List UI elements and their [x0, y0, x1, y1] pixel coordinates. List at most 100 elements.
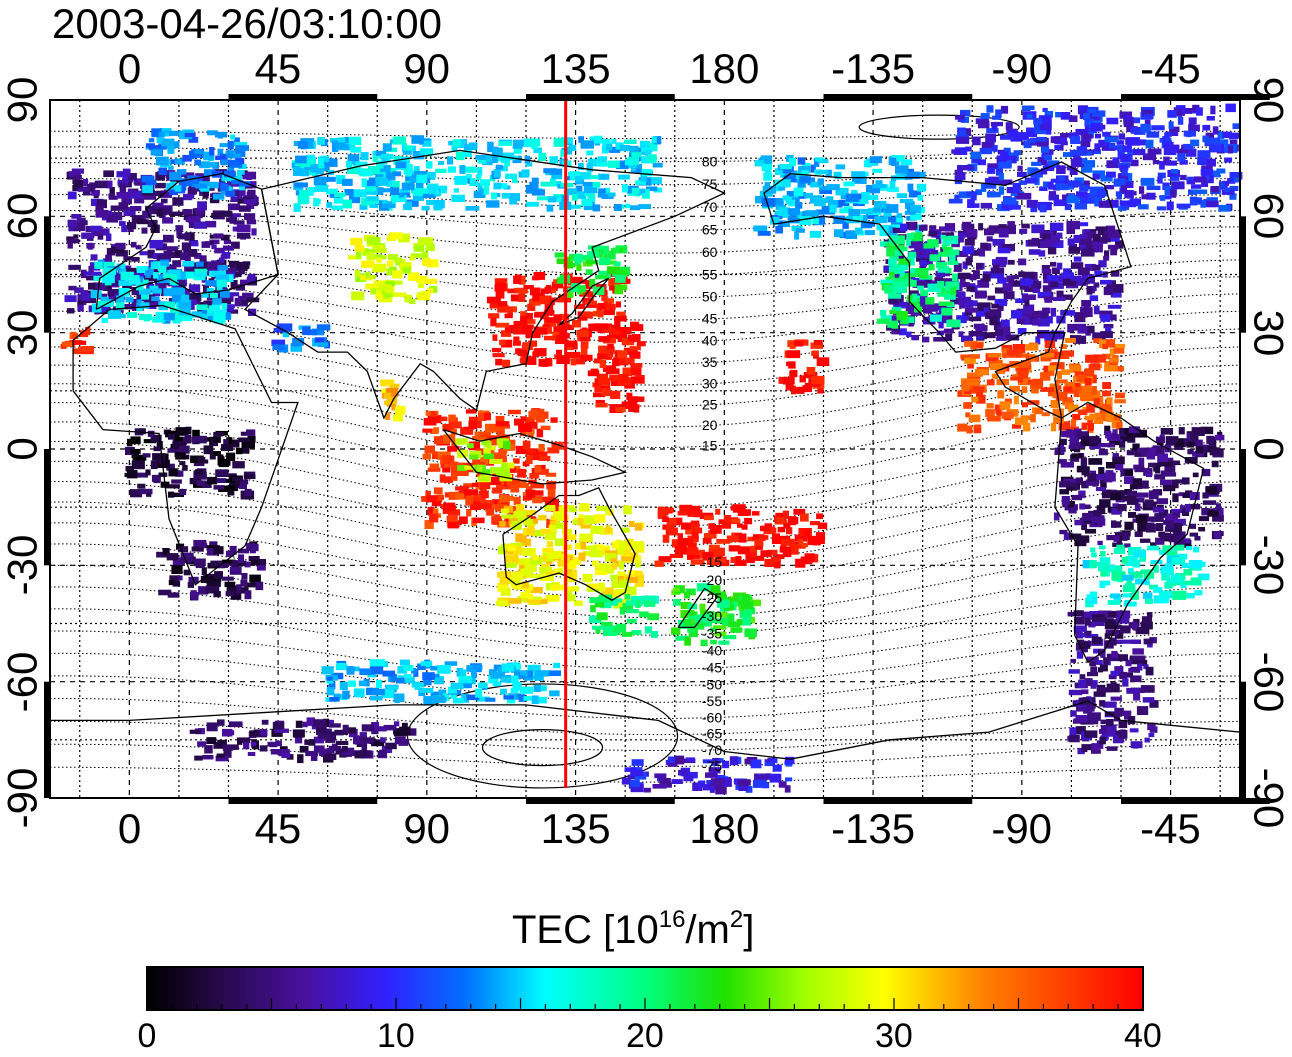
- tec-cell: [385, 387, 399, 397]
- tec-cell: [541, 685, 547, 692]
- tec-cell: [604, 625, 613, 633]
- tec-cell: [821, 205, 835, 215]
- tec-cell: [201, 292, 209, 298]
- tec-cell: [188, 136, 199, 143]
- tec-cell: [313, 719, 327, 727]
- tec-cell: [593, 392, 606, 398]
- tec-cell: [637, 188, 646, 195]
- tec-cell: [1077, 431, 1089, 440]
- tec-cell: [784, 785, 791, 793]
- tec-cell: [1083, 708, 1092, 714]
- tec-cell: [119, 221, 126, 226]
- tec-cell: [634, 574, 645, 581]
- tec-cell: [1100, 649, 1106, 658]
- tec-cell: [392, 195, 407, 202]
- tec-cell: [1126, 490, 1138, 497]
- tec-cell: [183, 569, 191, 576]
- tec-cell: [232, 461, 245, 469]
- tec-cell: [151, 296, 160, 302]
- tec-cell: [589, 549, 603, 558]
- tec-cell: [168, 468, 178, 477]
- tec-cell: [73, 234, 79, 239]
- tec-cell: [74, 287, 84, 293]
- tec-cell: [542, 496, 555, 502]
- tec-cell: [1088, 510, 1102, 517]
- tec-cell: [674, 545, 688, 555]
- tec-cell: [97, 301, 110, 306]
- tec-cell: [480, 188, 487, 196]
- tec-cell: [522, 548, 536, 556]
- tec-cell: [595, 275, 609, 280]
- tec-cell: [178, 312, 191, 320]
- tec-cell: [567, 287, 580, 293]
- tec-cell: [813, 198, 826, 207]
- tec-cell: [763, 173, 773, 181]
- tec-cell: [1118, 133, 1126, 140]
- tec-cell: [1088, 597, 1098, 605]
- tec-cell: [910, 204, 922, 213]
- tec-cell: [1056, 315, 1066, 324]
- tec-cell: [465, 496, 474, 505]
- tec-cell: [998, 224, 1007, 229]
- tec-cell: [941, 244, 947, 249]
- tec-cell: [537, 196, 550, 201]
- tec-cell: [1085, 479, 1099, 486]
- tec-cell: [888, 293, 902, 299]
- tec-cell: [429, 463, 440, 469]
- tec-cell: [461, 485, 469, 492]
- tec-cell: [1061, 272, 1075, 281]
- tec-cell: [1032, 318, 1041, 326]
- tec-cell: [965, 412, 971, 418]
- tec-cell: [1229, 193, 1237, 200]
- tec-cell: [1124, 190, 1134, 199]
- tec-cell: [534, 672, 544, 681]
- tec-cell: [336, 175, 346, 180]
- tec-cell: [155, 156, 169, 166]
- tec-cell: [313, 745, 325, 752]
- tec-cell: [994, 287, 1008, 294]
- tec-cell: [315, 337, 324, 343]
- tec-cell: [136, 294, 146, 302]
- tec-cell: [319, 166, 330, 172]
- tec-cell: [1091, 436, 1100, 444]
- tec-cell: [500, 424, 510, 429]
- tec-cell: [630, 541, 645, 551]
- tec-cell: [914, 303, 921, 313]
- tec-cell: [137, 483, 146, 489]
- tec-cell: [1085, 368, 1095, 377]
- coastline: [95, 173, 279, 310]
- tec-cell: [538, 455, 551, 461]
- tec-cell: [1051, 267, 1060, 275]
- tec-cell: [145, 180, 157, 186]
- tec-cell: [900, 159, 913, 166]
- tec-cell: [893, 286, 906, 294]
- tec-cell: [497, 306, 510, 313]
- tec-cell: [389, 673, 397, 682]
- tec-cell: [586, 303, 600, 308]
- tec-cell: [1032, 285, 1041, 293]
- tec-cell: [130, 489, 143, 498]
- lon-tick-label: 0: [117, 45, 142, 92]
- tec-cell: [1099, 406, 1113, 414]
- tec-cell: [1117, 612, 1130, 618]
- tec-cell: [375, 177, 389, 186]
- tec-cell: [531, 177, 539, 183]
- tec-cell: [755, 196, 769, 204]
- tec-cell: [596, 505, 610, 512]
- tec-cell: [554, 538, 565, 546]
- tec-cell: [1092, 173, 1100, 180]
- tec-cell: [313, 736, 324, 744]
- tec-cell: [677, 511, 689, 516]
- tec-region-africa-south: [156, 539, 266, 601]
- tec-cell: [462, 150, 472, 157]
- tec-cell: [1137, 522, 1150, 532]
- tec-cell: [992, 238, 1005, 246]
- tec-cell: [457, 465, 468, 471]
- tec-cell: [1081, 436, 1094, 443]
- tec-cell: [317, 342, 329, 347]
- tec-cell: [589, 278, 596, 287]
- tec-cell: [782, 551, 792, 558]
- tec-cell: [491, 347, 502, 353]
- contour-label: -20: [702, 572, 722, 588]
- contour-labels: 8075706560555045403530252015-15-20-25-30…: [702, 153, 722, 774]
